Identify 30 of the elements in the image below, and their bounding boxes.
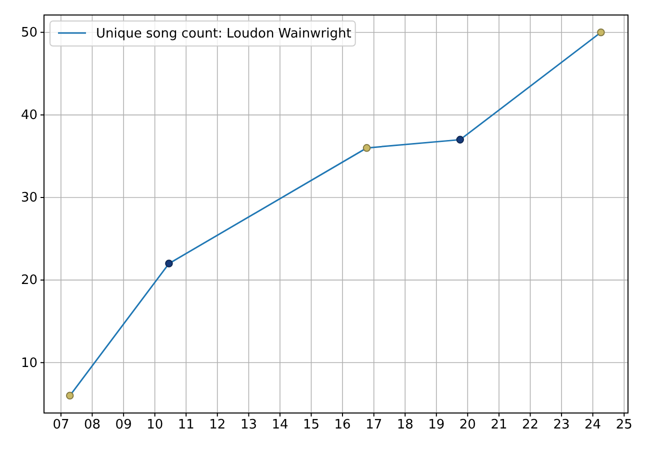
x-tick-label: 08	[84, 418, 100, 433]
x-tick-label: 11	[178, 418, 194, 433]
legend-label: Unique song count: Loudon Wainwright	[96, 26, 352, 42]
x-tick-label: 23	[553, 418, 570, 433]
x-tick-label: 13	[240, 418, 257, 433]
y-tick-label: 10	[20, 356, 38, 371]
x-tick-label: 17	[366, 418, 382, 433]
x-tick-label: 19	[428, 418, 445, 433]
x-tick-label: 25	[616, 418, 632, 433]
x-tick-label: 20	[459, 418, 476, 433]
x-tick-label: 24	[584, 418, 602, 433]
point	[66, 392, 74, 400]
y-tick-label: 50	[20, 26, 38, 40]
x-tick-label: 07	[52, 418, 70, 433]
y-tick-label: 30	[20, 190, 38, 206]
y-tick-label: 40	[20, 108, 38, 124]
x-tick-label: 21	[490, 418, 508, 433]
x-tick-label: 12	[209, 418, 226, 433]
point	[362, 144, 371, 152]
x-tick-label: 22	[522, 418, 539, 433]
y-tick-label: 20	[20, 273, 38, 288]
point	[456, 136, 464, 144]
point	[597, 28, 605, 36]
point	[165, 260, 173, 268]
x-tick-label: 16	[334, 418, 351, 433]
x-tick-label: 15	[302, 418, 320, 433]
x-tick-label: 14	[272, 418, 288, 433]
x-tick-label: 09	[115, 418, 132, 433]
x-tick-label: 18	[396, 418, 414, 433]
x-tick-label: 10	[146, 418, 164, 433]
